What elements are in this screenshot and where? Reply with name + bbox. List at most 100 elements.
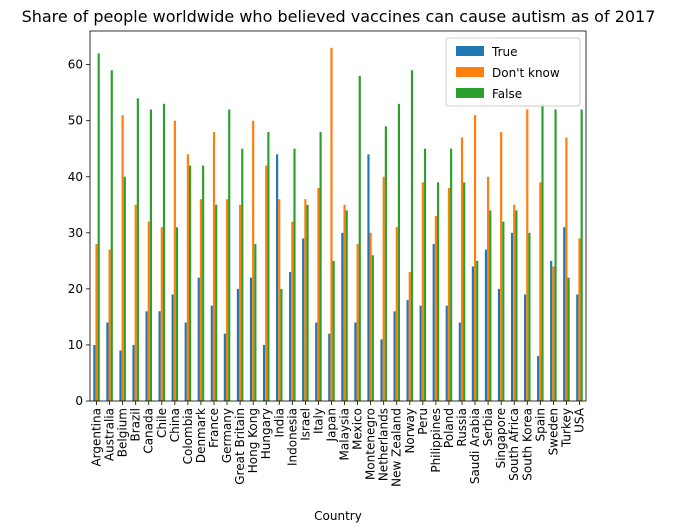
- bar-true-netherlands: [380, 339, 383, 401]
- bar-don-t-know-indonesia: [291, 221, 294, 401]
- bar-true-chile: [158, 311, 161, 401]
- bar-false-poland: [450, 148, 453, 401]
- bar-true-israel: [302, 238, 305, 401]
- bar-don-t-know-denmark: [199, 199, 203, 401]
- bar-don-t-know-south-korea: [526, 109, 529, 401]
- bar-don-t-know-malaysia: [343, 204, 346, 401]
- bar-false-australia: [110, 70, 113, 402]
- x-tick-label: Brazil: [129, 408, 143, 442]
- bar-don-t-know-chile: [160, 227, 163, 401]
- x-tick-label: Serbia: [481, 408, 495, 446]
- x-tick-label: Indonesia: [285, 408, 299, 466]
- bar-false-turkey: [567, 277, 570, 401]
- x-tick-label: Mexico: [351, 408, 365, 450]
- x-tick-label: Canada: [142, 408, 156, 454]
- bar-false-belgium: [123, 176, 126, 401]
- bar-true-philippines: [432, 244, 435, 401]
- x-tick-label: Netherlands: [377, 408, 391, 481]
- bar-don-t-know-colombia: [186, 154, 189, 401]
- x-tick-label: Malaysia: [338, 408, 352, 460]
- bar-true-singapore: [497, 288, 501, 401]
- y-axis: 0 10 20 30 40 50 60: [68, 58, 90, 408]
- bar-false-south-korea: [528, 232, 531, 401]
- y-tick-label: 50: [68, 114, 83, 128]
- bar-true-india: [276, 154, 279, 401]
- bar-don-t-know-japan: [330, 47, 333, 401]
- bar-true-serbia: [484, 249, 488, 401]
- bar-don-t-know-new-zealand: [395, 227, 398, 401]
- x-tick-label: Peru: [416, 408, 430, 435]
- bar-true-new-zealand: [393, 311, 396, 401]
- bar-false-netherlands: [384, 126, 387, 402]
- bar-don-t-know-serbia: [487, 176, 490, 401]
- bar-false-serbia: [489, 210, 492, 401]
- x-tick-label: Australia: [103, 408, 117, 461]
- bar-don-t-know-montenegro: [369, 232, 372, 401]
- bar-don-t-know-mexico: [356, 244, 359, 401]
- bar-true-italy: [315, 322, 318, 401]
- chart-title: Share of people worldwide who believed v…: [22, 7, 656, 26]
- bar-false-chile: [162, 103, 166, 401]
- bar-don-t-know-australia: [108, 249, 111, 401]
- bar-don-t-know-norway: [408, 272, 411, 401]
- x-tick-label: Norway: [403, 408, 417, 454]
- bar-true-peru: [419, 305, 422, 401]
- x-tick-label: China: [168, 408, 182, 442]
- x-tick-label: Spain: [533, 408, 547, 442]
- x-tick-label: Singapore: [494, 408, 508, 469]
- bar-true-spain: [537, 356, 540, 401]
- bar-true-poland: [445, 305, 448, 401]
- bar-true-germany: [223, 333, 226, 401]
- bar-don-t-know-hungary: [265, 165, 268, 401]
- bar-don-t-know-belgium: [121, 115, 124, 401]
- bar-don-t-know-spain: [539, 182, 542, 401]
- x-tick-label: Saudi Arabia: [468, 408, 482, 484]
- x-axis: Argentina Australia Belgium Brazil Canada Chi…: [90, 401, 586, 487]
- bar-true-japan: [328, 333, 331, 401]
- bar-false-sweden: [554, 109, 557, 401]
- legend-swatch: [456, 88, 484, 98]
- bar-true-norway: [406, 300, 409, 401]
- bar-don-t-know-hong-kong: [252, 120, 255, 401]
- bar-false-usa: [580, 109, 583, 401]
- bar-true-malaysia: [341, 232, 344, 401]
- x-tick-label: Sweden: [546, 408, 560, 455]
- bar-don-t-know-peru: [421, 182, 424, 401]
- y-tick-label: 30: [68, 226, 83, 240]
- y-tick-label: 60: [68, 58, 83, 72]
- bar-don-t-know-brazil: [134, 204, 137, 401]
- x-tick-label: Montenegro: [364, 408, 378, 480]
- bar-true-mexico: [354, 322, 357, 401]
- bar-false-new-zealand: [397, 103, 400, 401]
- bar-false-russia: [463, 182, 466, 401]
- x-tick-label: Philippines: [429, 408, 443, 473]
- x-tick-label: Russia: [455, 408, 469, 447]
- x-tick-label: Argentina: [90, 408, 104, 467]
- x-tick-label: Italy: [311, 408, 325, 434]
- bar-true-great-britain: [236, 288, 240, 401]
- y-tick-label: 0: [75, 394, 83, 408]
- x-tick-label: Denmark: [194, 408, 208, 463]
- bar-false-south-africa: [515, 210, 518, 401]
- bar-true-belgium: [119, 350, 122, 401]
- bar-false-philippines: [436, 182, 440, 401]
- bar-false-india: [280, 288, 283, 401]
- bar-true-hungary: [262, 344, 266, 401]
- bar-false-norway: [410, 70, 414, 402]
- bar-false-great-britain: [241, 148, 244, 401]
- bar-don-t-know-italy: [317, 187, 320, 401]
- y-tick-label: 10: [68, 338, 83, 352]
- bar-don-t-know-philippines: [434, 216, 437, 401]
- x-tick-label: Japan: [324, 408, 338, 442]
- bar-don-t-know-saudi-arabia: [473, 115, 477, 401]
- legend-swatch: [456, 67, 484, 77]
- y-tick-label: 40: [68, 170, 83, 184]
- bar-true-hong-kong: [249, 277, 253, 401]
- bar-false-argentina: [97, 53, 100, 402]
- bar-false-montenegro: [371, 255, 374, 401]
- bar-true-argentina: [93, 344, 96, 401]
- bar-false-hungary: [267, 131, 270, 401]
- bar-false-china: [175, 227, 179, 401]
- bar-true-turkey: [563, 227, 566, 401]
